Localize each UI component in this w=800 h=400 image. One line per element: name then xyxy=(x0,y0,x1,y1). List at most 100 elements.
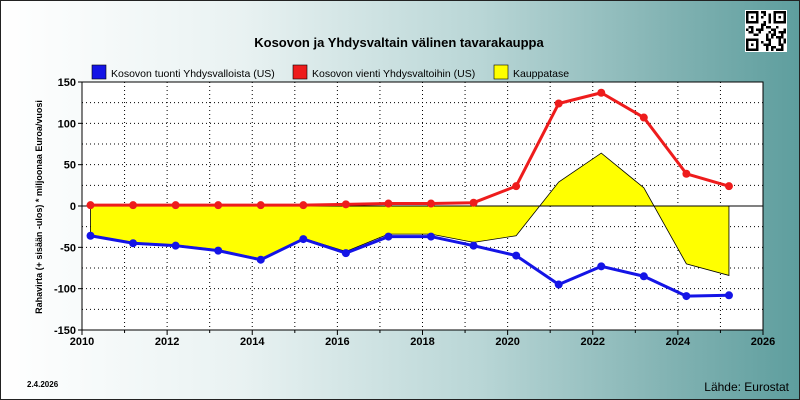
export-point xyxy=(384,199,393,208)
export-point xyxy=(129,201,138,210)
qr-module xyxy=(756,33,759,36)
qr-module xyxy=(771,36,774,39)
qr-module xyxy=(766,26,769,29)
x-tick-label: 2026 xyxy=(751,336,775,348)
qr-module xyxy=(766,36,769,39)
export-point xyxy=(469,198,478,207)
qr-module xyxy=(778,48,781,51)
x-tick-label: 2020 xyxy=(495,336,519,348)
qr-module xyxy=(768,21,771,24)
import-point xyxy=(724,291,733,300)
qr-module xyxy=(761,41,764,44)
footer-date: 2.4.2026 xyxy=(27,380,59,389)
qr-module xyxy=(763,13,766,16)
export-point xyxy=(86,201,95,210)
import-point xyxy=(427,232,436,241)
legend-swatch-balance xyxy=(493,64,509,80)
qr-module xyxy=(773,33,776,36)
import-point xyxy=(214,246,223,255)
y-tick-label: -100 xyxy=(54,284,76,296)
y-tick-label: 100 xyxy=(58,118,76,130)
qr-module xyxy=(781,31,784,34)
legend: Kosovon tuonti Yhdysvalloista (US) Kosov… xyxy=(91,64,569,80)
qr-module xyxy=(781,36,784,39)
qr-module xyxy=(753,33,756,36)
qr-module xyxy=(768,41,771,44)
qr-finder-center xyxy=(751,43,754,46)
qr-module xyxy=(778,36,781,39)
qr-module xyxy=(783,31,786,34)
qr-module xyxy=(783,28,786,31)
y-tick-label: 150 xyxy=(58,77,76,89)
import-line xyxy=(90,234,729,298)
qr-module xyxy=(768,13,771,16)
export-point xyxy=(682,169,691,178)
import-point xyxy=(86,231,95,240)
export-point xyxy=(427,199,436,208)
legend-swatch-export xyxy=(292,64,308,80)
legend-label-export: Kosovon vienti Yhdysvaltoihin (US) xyxy=(312,68,475,80)
y-tick-label: -150 xyxy=(54,325,76,337)
y-tick-label: 0 xyxy=(70,201,76,213)
qr-module xyxy=(768,26,771,29)
qr-module xyxy=(778,43,781,46)
export-point xyxy=(639,113,648,122)
qr-module xyxy=(766,33,769,36)
qr-module xyxy=(781,46,784,49)
qr-module xyxy=(768,43,771,46)
import-point xyxy=(256,255,265,264)
qr-module xyxy=(776,48,779,51)
export-point xyxy=(299,201,308,210)
qr-module xyxy=(768,31,771,34)
qr-module xyxy=(778,31,781,34)
export-point xyxy=(512,182,521,191)
x-axis: 2010 2012 2014 2016 2018 2020 2022 2024 2026 xyxy=(70,330,775,348)
export-line xyxy=(90,91,730,207)
export-point xyxy=(597,88,606,97)
qr-module xyxy=(766,43,769,46)
import-point xyxy=(639,272,648,281)
qr-module xyxy=(768,16,771,19)
y-tick-label: 50 xyxy=(64,160,76,172)
import-point xyxy=(129,239,138,248)
legend-label-import: Kosovon tuonti Yhdysvalloista (US) xyxy=(111,68,275,80)
qr-finder-center xyxy=(778,16,781,19)
qr-module xyxy=(761,16,764,19)
qr-module xyxy=(766,38,769,41)
import-point xyxy=(597,262,606,271)
export-point xyxy=(724,182,733,191)
qr-finder-center xyxy=(751,16,754,19)
qr-module xyxy=(766,46,769,49)
export-point xyxy=(214,201,223,210)
qr-module xyxy=(763,23,766,26)
qr-module xyxy=(748,31,751,34)
qr-module xyxy=(771,46,774,49)
qr-module xyxy=(763,43,766,46)
qr-module xyxy=(748,26,751,29)
qr-module xyxy=(771,48,774,51)
legend-item-import: Kosovon tuonti Yhdysvalloista (US) xyxy=(91,64,275,80)
x-tick-label: 2012 xyxy=(155,336,179,348)
y-axis: 150 100 50 0 -50 -100 -150 xyxy=(54,77,82,337)
qr-module xyxy=(776,26,779,29)
import-point xyxy=(512,251,521,260)
footer-source: Lähde: Eurostat xyxy=(704,380,789,394)
x-tick-label: 2022 xyxy=(581,336,605,348)
x-tick-label: 2024 xyxy=(666,336,691,348)
qr-module xyxy=(773,31,776,34)
qr-module xyxy=(751,26,754,29)
series-points-layer xyxy=(86,88,733,301)
qr-module xyxy=(778,41,781,44)
qr-module xyxy=(756,28,759,31)
x-tick-label: 2010 xyxy=(70,336,94,348)
qr-module xyxy=(746,28,749,31)
import-point xyxy=(469,241,478,250)
qr-module xyxy=(758,31,761,34)
qr-module xyxy=(763,21,766,24)
import-point xyxy=(299,235,308,244)
qr-module xyxy=(773,46,776,49)
legend-item-export: Kosovon vienti Yhdysvaltoihin (US) xyxy=(292,64,475,80)
x-tick-label: 2018 xyxy=(410,336,434,348)
